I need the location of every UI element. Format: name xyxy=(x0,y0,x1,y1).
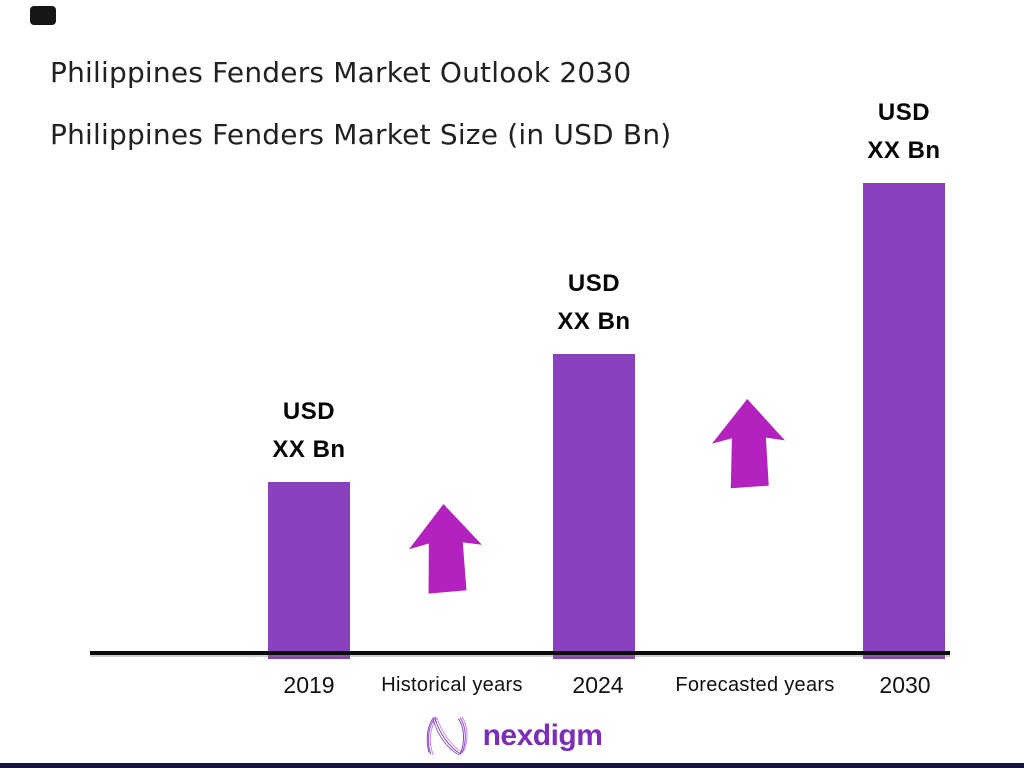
bar-value-line2: XX Bn xyxy=(867,137,941,164)
x-axis-labels: 2019 Historical years 2024 Forecasted ye… xyxy=(0,672,1024,700)
period-label-historical: Historical years xyxy=(381,674,523,696)
bar-value-line1: USD xyxy=(282,398,336,425)
x-tick-2019: 2019 xyxy=(283,672,335,698)
bar-value-label: USD XX Bn xyxy=(557,265,630,341)
bar-2019 xyxy=(268,482,350,659)
bar-2024 xyxy=(553,354,635,659)
brand-logo: nexdigm xyxy=(0,708,1024,763)
x-tick-2024: 2024 xyxy=(572,672,624,698)
growth-arrow-up-icon xyxy=(403,501,486,597)
growth-arrow-up-icon xyxy=(707,396,789,490)
page-subtitle: Philippines Fenders Market Size (in USD … xyxy=(50,118,672,151)
period-label-forecasted: Forecasted years xyxy=(675,674,835,696)
x-tick-2030: 2030 xyxy=(879,672,931,698)
bar-value-line1: USD xyxy=(877,99,931,126)
bar-group-2019: USD XX Bn xyxy=(268,393,350,659)
brand-name: nexdigm xyxy=(482,718,603,752)
nexdigm-wave-n-icon xyxy=(426,716,467,755)
bar-group-2024: USD XX Bn xyxy=(553,265,635,659)
bar-2030 xyxy=(863,183,945,659)
footer-strip xyxy=(0,763,1024,768)
bar-value-label: USD XX Bn xyxy=(272,393,345,469)
bar-value-line2: XX Bn xyxy=(272,436,346,463)
x-axis-line xyxy=(90,651,950,655)
bar-value-label: USD XX Bn xyxy=(867,94,940,170)
bar-group-2030: USD XX Bn xyxy=(863,94,945,659)
bar-value-line1: USD xyxy=(567,270,621,297)
bar-value-line2: XX Bn xyxy=(557,308,631,335)
corner-mark xyxy=(30,6,56,25)
page-title: Philippines Fenders Market Outlook 2030 xyxy=(50,56,632,89)
